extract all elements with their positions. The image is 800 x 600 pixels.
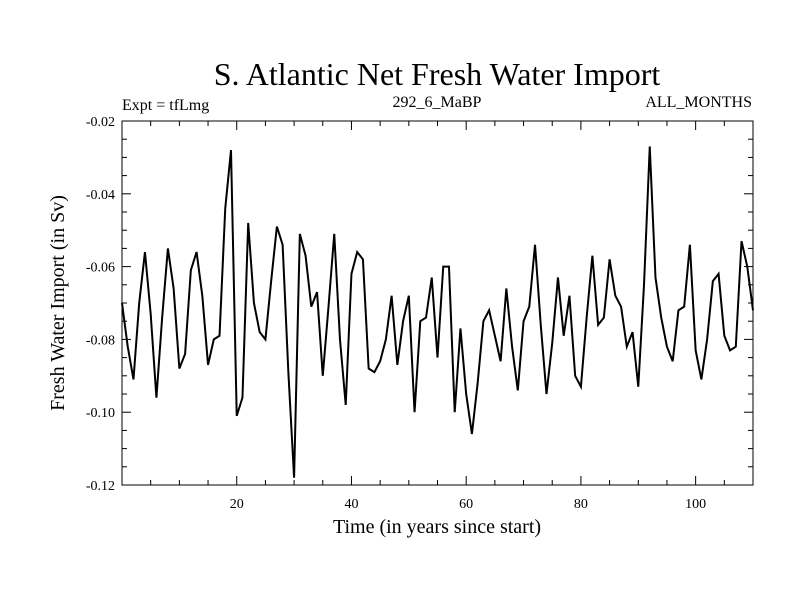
run-label: 292_6_MaBP <box>393 94 482 111</box>
x-tick-label: 100 <box>685 497 706 512</box>
y-tick-label: -0.04 <box>86 188 115 203</box>
axis-ticks <box>122 121 753 485</box>
y-tick-label: -0.10 <box>86 406 115 421</box>
x-tick-label: 20 <box>230 497 244 512</box>
x-tick-label: 60 <box>459 497 473 512</box>
x-axis-label: Time (in years since start) <box>333 516 541 538</box>
y-tick-label: -0.06 <box>86 261 115 276</box>
y-tick-labels: -0.02 -0.04 -0.06 -0.08 -0.10 -0.12 <box>86 115 115 494</box>
x-tick-labels: 20 40 60 80 100 <box>230 497 706 512</box>
x-tick-label: 40 <box>344 497 358 512</box>
series-line <box>121 146 754 478</box>
expt-label: Expt = tfLmg <box>122 97 209 114</box>
months-label: ALL_MONTHS <box>645 94 752 111</box>
y-tick-label: -0.02 <box>86 115 115 130</box>
y-tick-label: -0.08 <box>86 333 115 348</box>
y-tick-label: -0.12 <box>86 479 115 494</box>
chart-title: S. Atlantic Net Fresh Water Import <box>214 56 661 92</box>
y-axis-label: Fresh Water Import (in Sv) <box>47 195 69 411</box>
x-tick-label: 80 <box>574 497 588 512</box>
